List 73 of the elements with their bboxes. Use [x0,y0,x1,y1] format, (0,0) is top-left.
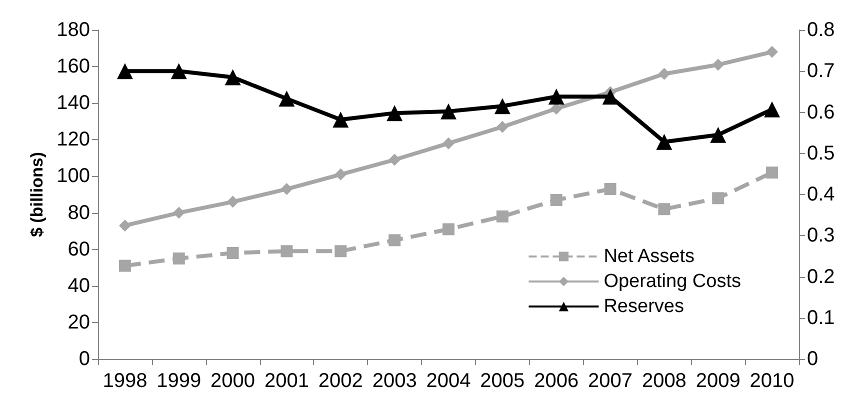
point [494,98,510,114]
y-tick-label: 100 [56,165,90,188]
y-tick-label: 140 [56,92,90,114]
y2-tick-label: 0.7 [807,60,835,82]
x-tick-label: 2001 [264,370,309,392]
point [278,90,295,107]
point [550,194,562,206]
point [388,234,401,246]
y2-tick-label: 0.5 [807,142,835,164]
point [334,245,347,258]
point [442,223,454,236]
y2-tick-label: 0.1 [807,306,835,329]
x-tick-label: 1999 [156,370,202,392]
point [496,120,508,133]
point [604,183,616,196]
x-tick-label: 2000 [210,370,256,392]
point [388,154,401,166]
point [172,206,185,219]
point [496,210,508,222]
x-tick-label: 2002 [318,370,363,392]
point [280,183,293,196]
point [710,126,726,143]
point [386,105,403,122]
legend-label: Reserves [604,296,684,317]
y-tick-label: 0 [78,348,90,370]
point [226,246,239,259]
point [170,63,187,80]
y-tick-label: 80 [68,202,90,224]
x-tick-label: 1998 [102,370,148,392]
point [440,103,456,120]
point [766,166,778,179]
x-tick-label: 2005 [480,370,525,392]
y-tick-label: 160 [56,56,90,78]
legend-label: Net Assets [604,246,695,267]
point [766,46,778,58]
point [712,192,724,204]
point [656,134,672,150]
point [764,101,780,118]
x-tick-label: 2010 [750,370,794,392]
x-tick-label: 2006 [534,370,579,392]
x-tick-label: 2007 [588,370,633,392]
point [116,63,133,80]
y-tick-label: 120 [56,128,90,151]
point [442,137,454,150]
y2-tick-label: 0.2 [807,266,835,288]
point [658,68,670,80]
point [602,88,618,105]
point [332,112,349,128]
y2-tick-label: 0.8 [807,19,835,41]
point [172,252,185,264]
y-tick-label: 20 [68,311,90,334]
point [712,58,724,71]
point [280,245,293,258]
y-tick-label: 60 [68,238,90,260]
y2-tick-label: 0 [807,348,818,370]
y2-tick-label: 0.3 [807,224,835,247]
y-axis-title: $ (billions) [28,152,47,237]
point [658,203,670,216]
x-tick-label: 2008 [642,370,686,392]
y2-tick-label: 0.4 [807,184,835,206]
legend-label: Operating Costs [604,271,742,292]
x-tick-label: 2003 [372,370,417,392]
point [548,88,564,105]
point [334,168,347,180]
y2-tick-label: 0.6 [807,101,835,124]
x-tick-label: 2004 [426,370,471,392]
x-tick-label: 2009 [696,370,740,392]
y-tick-label: 180 [56,19,90,41]
point [226,196,239,208]
point [118,220,131,232]
y-tick-label: 40 [68,274,90,297]
point [224,69,241,86]
point [118,260,131,272]
